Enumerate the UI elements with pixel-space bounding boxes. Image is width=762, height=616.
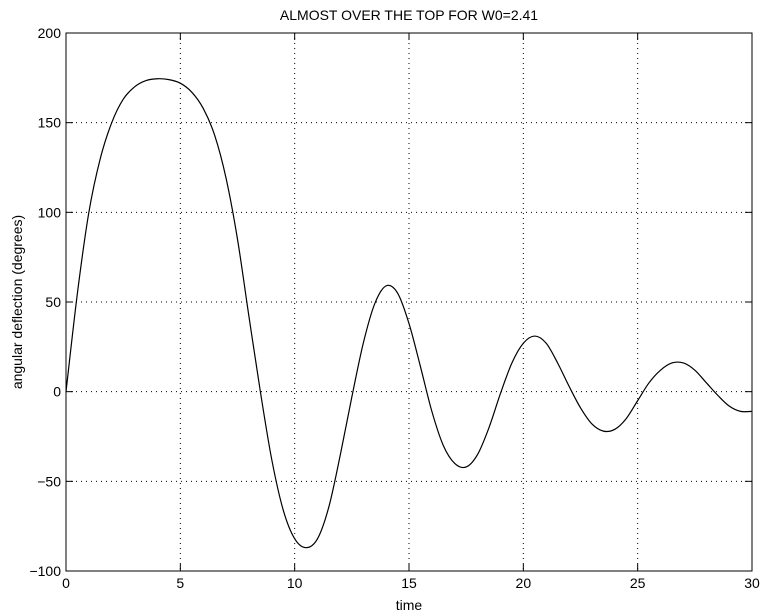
x-tick-label: 20 [516,575,532,591]
y-tick-label: 200 [38,25,62,41]
y-tick-label: 150 [38,115,62,131]
x-tick-label: 5 [176,575,184,591]
y-tick-label: −50 [37,473,61,489]
y-tick-label: 50 [45,294,61,310]
x-tick-label: 15 [401,575,417,591]
y-tick-label: 0 [53,384,61,400]
x-axis-label: time [396,597,423,613]
axis-ticks [65,32,753,572]
tick-labels: 0 5 10 15 20 25 30 −100 −50 0 50 100 150 200 [29,25,760,591]
chart-title: ALMOST OVER THE TOP FOR W0=2.41 [280,7,538,23]
x-tick-label: 0 [62,575,70,591]
x-tick-label: 10 [287,575,303,591]
x-tick-label: 30 [744,575,760,591]
series-line [65,78,753,549]
y-tick-label: 100 [38,204,62,220]
series-layer [65,78,753,549]
y-axis-label: angular deflection (degrees) [9,215,25,389]
y-tick-label: −100 [29,563,61,579]
x-tick-label: 25 [630,575,646,591]
